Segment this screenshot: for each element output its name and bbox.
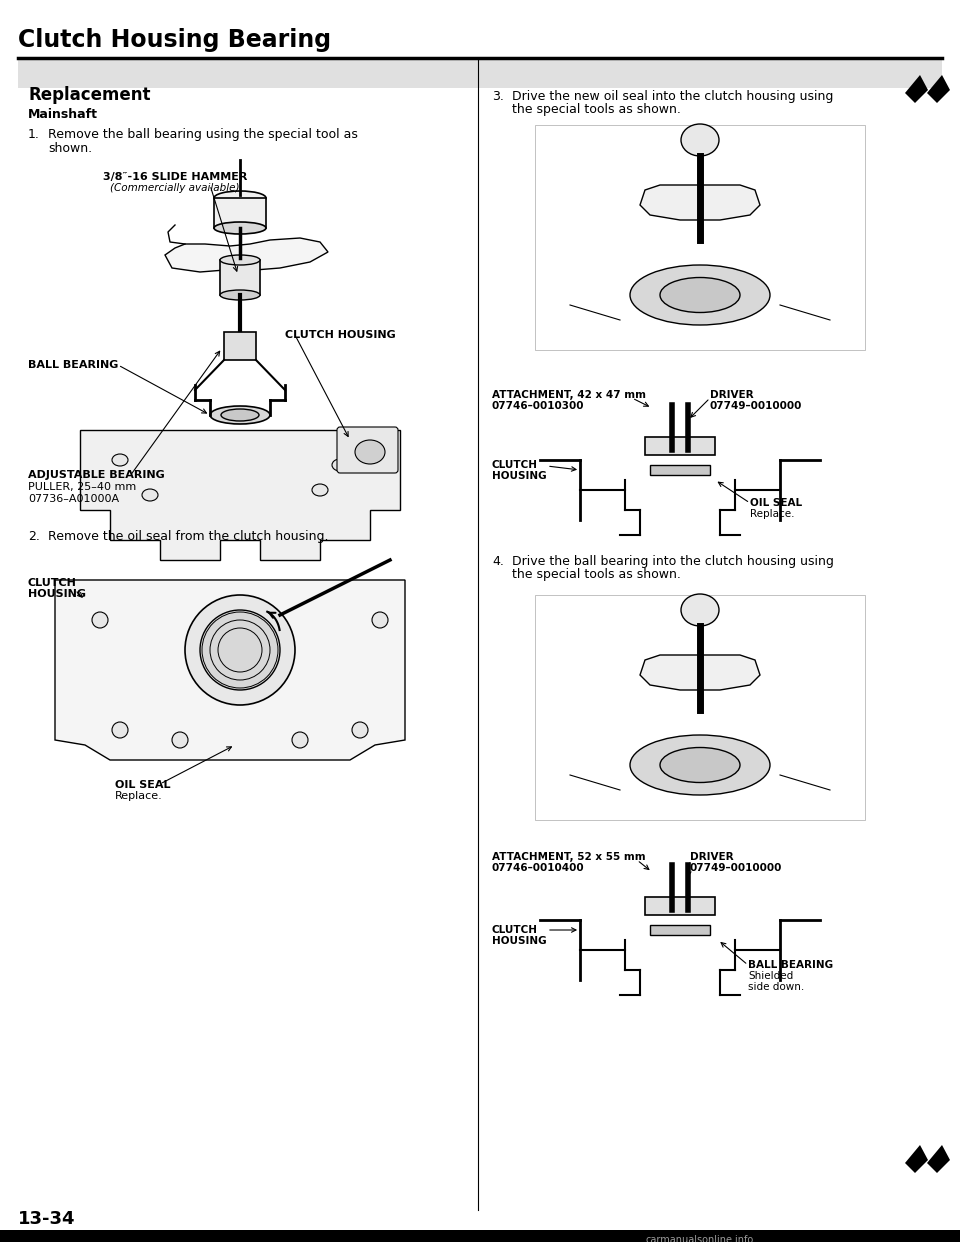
Text: HOUSING: HOUSING [28,589,86,599]
Text: 07736–A01000A: 07736–A01000A [28,494,119,504]
Ellipse shape [372,612,388,628]
Text: side down.: side down. [748,982,804,992]
Text: 07746–0010300: 07746–0010300 [492,401,585,411]
Ellipse shape [142,489,158,501]
Polygon shape [640,655,760,691]
Bar [650,465,710,474]
Text: 07749–0010000: 07749–0010000 [690,863,782,873]
Text: (Commercially available): (Commercially available) [110,183,240,193]
Ellipse shape [355,440,385,465]
Text: carmanualsonline.info: carmanualsonline.info [646,1235,755,1242]
Polygon shape [55,580,405,760]
Text: Replace.: Replace. [750,509,795,519]
Text: Clutch Housing Bearing: Clutch Housing Bearing [18,29,331,52]
Bar [214,197,266,229]
Ellipse shape [112,722,128,738]
Ellipse shape [220,289,260,301]
Bar [645,437,715,455]
Ellipse shape [332,460,348,471]
Ellipse shape [681,594,719,626]
Text: ADJUSTABLE BEARING: ADJUSTABLE BEARING [28,469,165,479]
Polygon shape [165,238,328,272]
Text: CLUTCH HOUSING: CLUTCH HOUSING [285,330,396,340]
Text: BALL BEARING: BALL BEARING [748,960,833,970]
Text: Mainshaft: Mainshaft [28,108,98,120]
Ellipse shape [292,732,308,748]
Bar [224,332,256,360]
Ellipse shape [352,722,368,738]
Ellipse shape [220,255,260,265]
Ellipse shape [210,406,270,424]
Ellipse shape [214,222,266,233]
Text: PULLER, 25–40 mm: PULLER, 25–40 mm [28,482,136,492]
Bar [0,1230,960,1242]
Ellipse shape [172,732,188,748]
Text: 3/8″-16 SLIDE HAMMER: 3/8″-16 SLIDE HAMMER [103,171,247,183]
FancyBboxPatch shape [337,427,398,473]
Text: 3.: 3. [492,89,504,103]
Bar [650,925,710,935]
Text: OIL SEAL: OIL SEAL [750,498,803,508]
Bar [645,897,715,915]
Ellipse shape [660,277,740,313]
Text: shown.: shown. [48,142,92,155]
Text: CLUTCH: CLUTCH [492,925,538,935]
Bar [18,60,942,88]
Polygon shape [640,185,760,220]
Ellipse shape [200,610,280,691]
Text: Remove the ball bearing using the special tool as: Remove the ball bearing using the specia… [48,128,358,142]
Text: HOUSING: HOUSING [492,936,546,946]
Text: the special tools as shown.: the special tools as shown. [512,103,681,116]
Polygon shape [80,430,400,560]
Text: 4.: 4. [492,555,504,568]
Text: HOUSING: HOUSING [492,471,546,481]
Text: Drive the new oil seal into the clutch housing using: Drive the new oil seal into the clutch h… [512,89,833,103]
Ellipse shape [92,612,108,628]
Polygon shape [905,75,928,103]
Text: 07746–0010400: 07746–0010400 [492,863,585,873]
Text: CLUTCH: CLUTCH [28,578,77,587]
Text: BALL BEARING: BALL BEARING [28,360,118,370]
Bar [535,595,865,820]
Polygon shape [927,1145,950,1172]
Ellipse shape [681,124,719,156]
Text: Replace.: Replace. [115,791,163,801]
Text: Shielded: Shielded [748,971,793,981]
Ellipse shape [660,748,740,782]
Ellipse shape [185,595,295,705]
Ellipse shape [630,735,770,795]
Ellipse shape [112,455,128,466]
Text: DRIVER: DRIVER [690,852,733,862]
Text: CLUTCH: CLUTCH [492,460,538,469]
Text: Replacement: Replacement [28,86,151,104]
Text: Remove the oil seal from the clutch housing.: Remove the oil seal from the clutch hous… [48,530,328,543]
Text: 07749–0010000: 07749–0010000 [710,401,803,411]
Text: OIL SEAL: OIL SEAL [115,780,171,790]
Text: ATTACHMENT, 52 x 55 mm: ATTACHMENT, 52 x 55 mm [492,852,646,862]
Polygon shape [927,75,950,103]
Bar [535,125,865,350]
Ellipse shape [312,484,328,496]
Ellipse shape [214,191,266,205]
Text: ATTACHMENT, 42 x 47 mm: ATTACHMENT, 42 x 47 mm [492,390,646,400]
Text: 2.: 2. [28,530,40,543]
Text: 1.: 1. [28,128,40,142]
Ellipse shape [630,265,770,325]
Text: DRIVER: DRIVER [710,390,754,400]
Bar [220,260,260,296]
Text: the special tools as shown.: the special tools as shown. [512,568,681,581]
Text: 13-34: 13-34 [18,1210,76,1228]
Polygon shape [905,1145,928,1172]
Ellipse shape [221,409,259,421]
Text: Drive the ball bearing into the clutch housing using: Drive the ball bearing into the clutch h… [512,555,834,568]
